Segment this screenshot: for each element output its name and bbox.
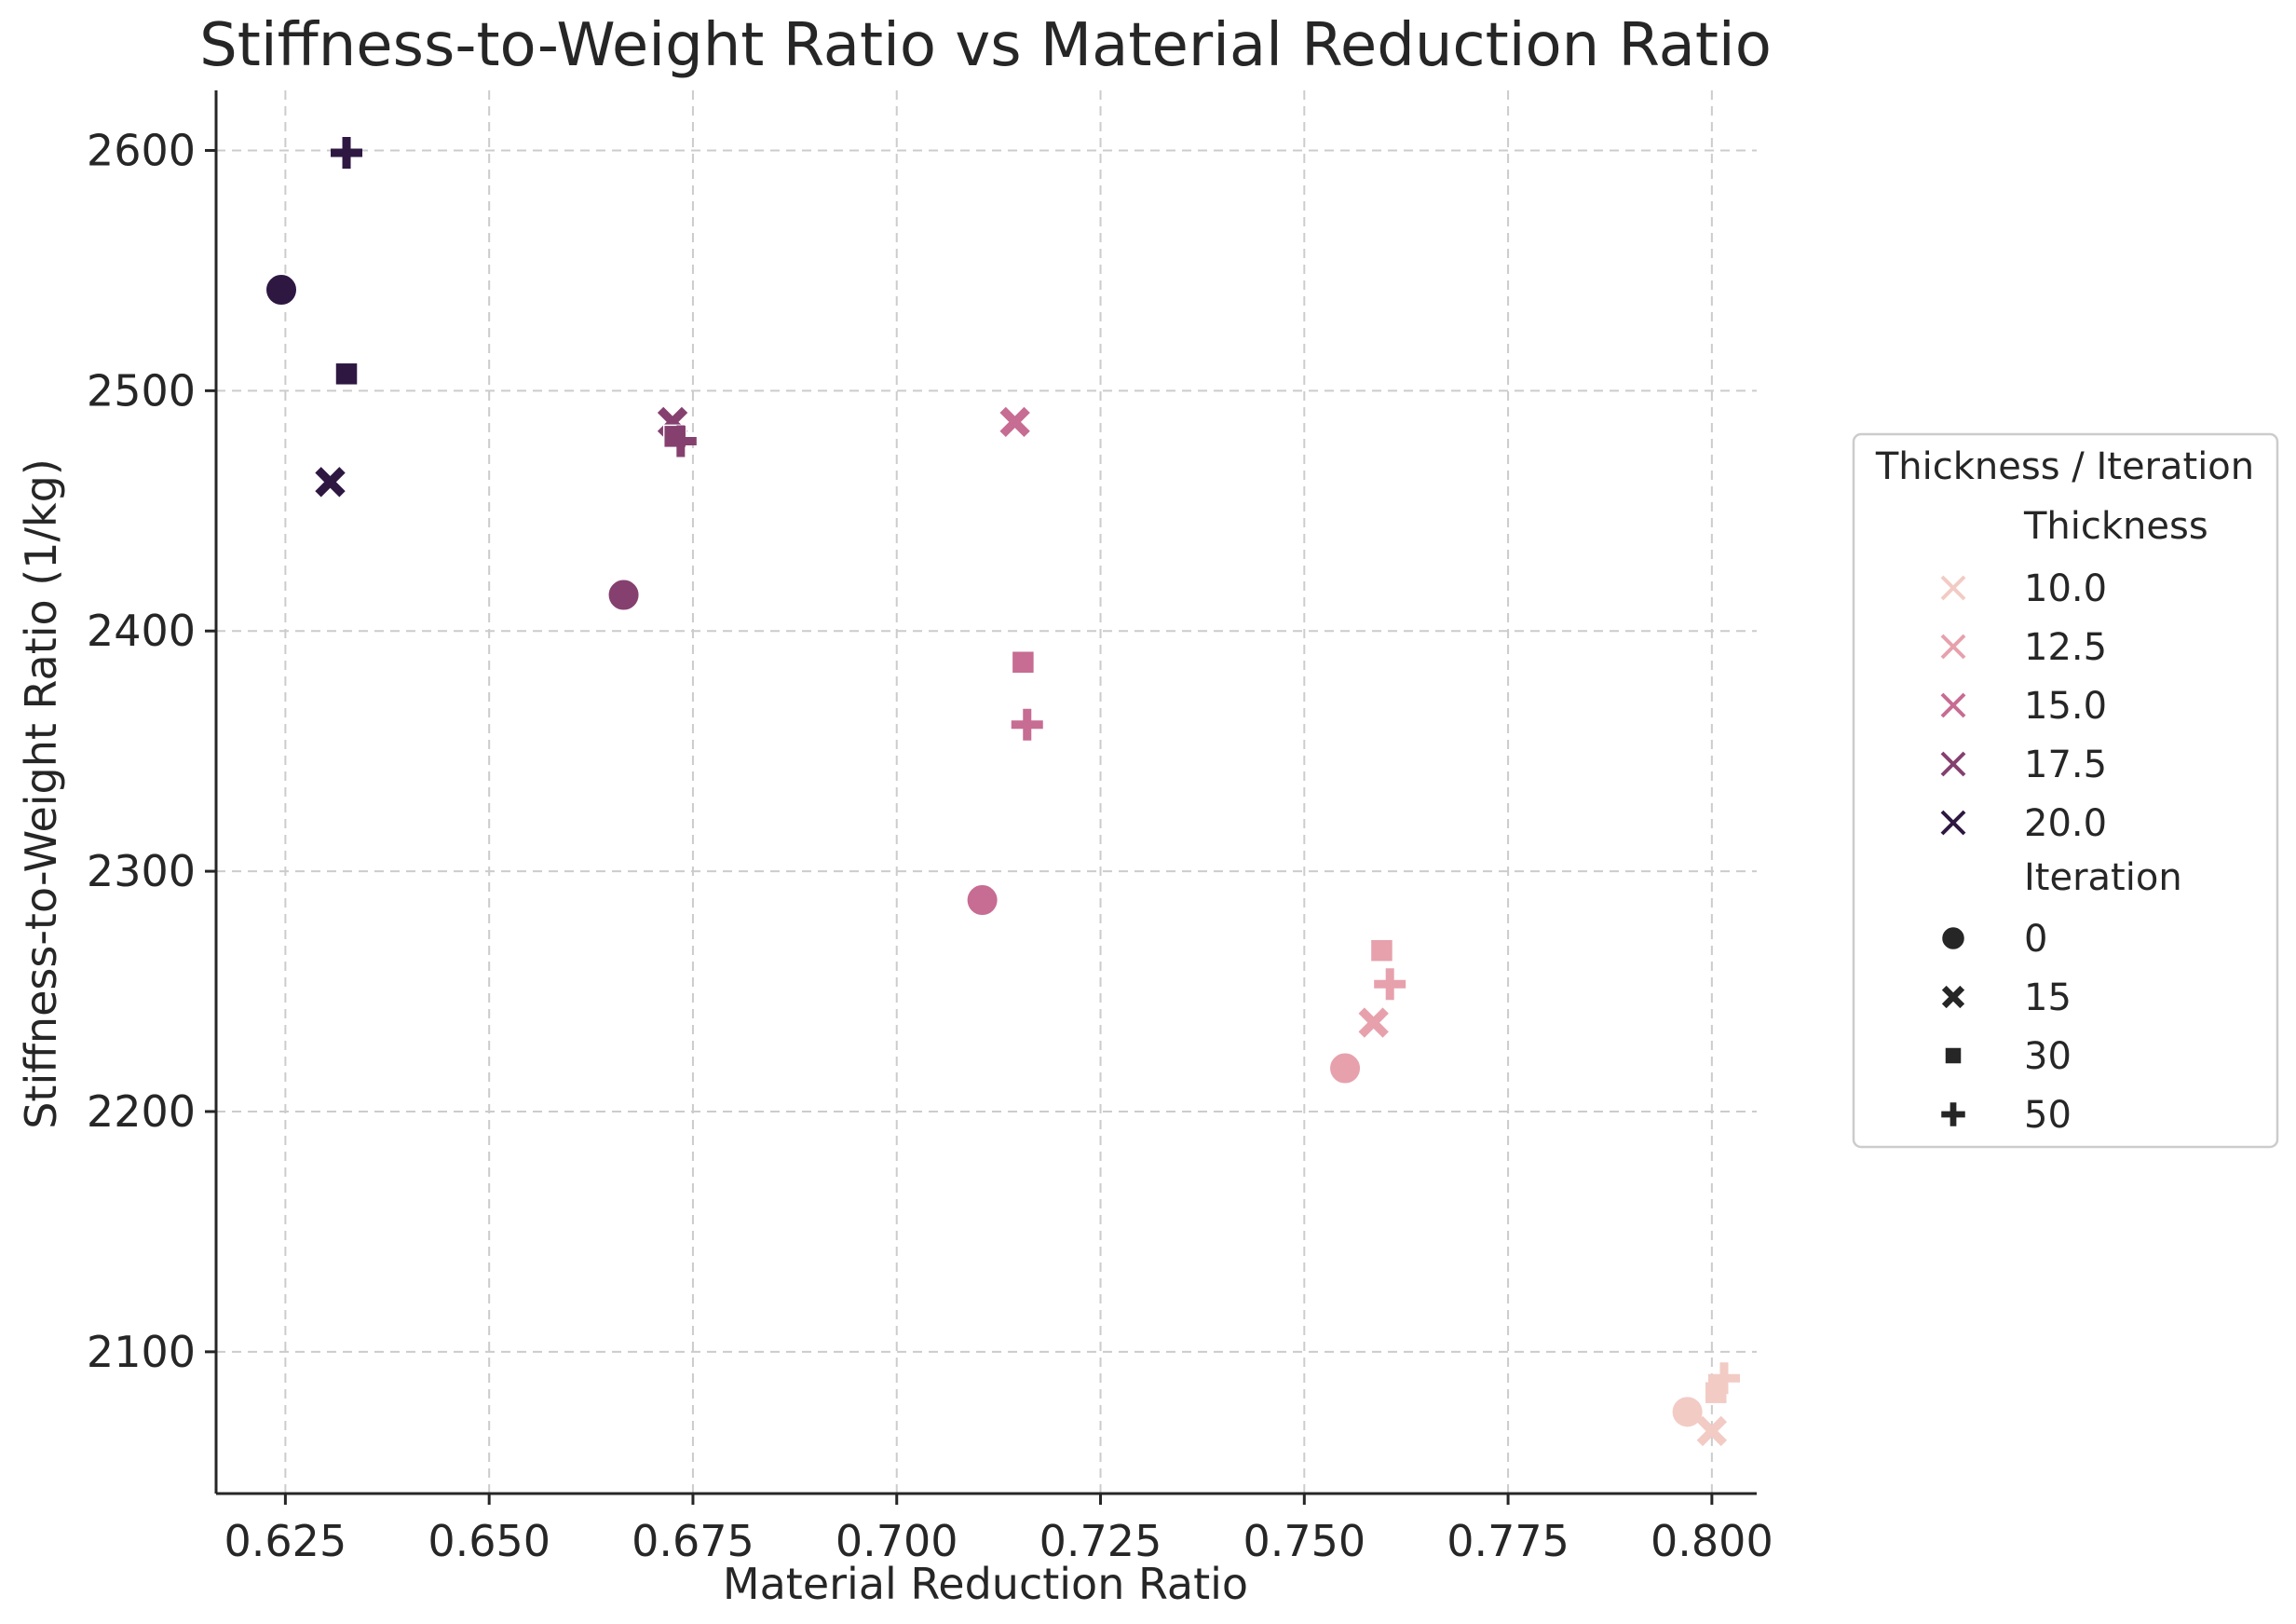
x-axis-label: Material Reduction Ratio xyxy=(723,1559,1248,1609)
x-tick-label: 0.625 xyxy=(224,1516,347,1566)
axes-spines xyxy=(214,90,1757,1495)
legend-iteration-label: 50 xyxy=(2024,1094,2072,1137)
legend-thickness-marker xyxy=(1940,810,1966,836)
chart-title: Stiffness-to-Weight Ratio vs Material Re… xyxy=(199,11,1772,80)
y-tick-label: 2600 xyxy=(87,125,196,175)
data-point-plus xyxy=(331,137,363,170)
x-tick-label: 0.775 xyxy=(1447,1516,1569,1566)
legend-thickness-label: 17.5 xyxy=(2024,744,2107,786)
x-tick-label: 0.650 xyxy=(428,1516,550,1566)
y-axis-label: Stiffness-to-Weight Ratio (1/kg) xyxy=(16,458,66,1129)
data-point-circle xyxy=(1328,1051,1363,1085)
data-point-circle xyxy=(606,578,641,612)
legend: Thickness / Iteration Thickness 10.0 12.5… xyxy=(1852,432,2279,1149)
legend-thickness-marker xyxy=(1940,692,1966,718)
data-point-square xyxy=(1011,649,1036,675)
data-point-plus xyxy=(1707,1362,1740,1395)
legend-iteration-marker xyxy=(1940,925,1966,951)
legend-thickness-label: 12.5 xyxy=(2024,626,2107,669)
y-tick-label: 2100 xyxy=(87,1327,196,1377)
data-point-x xyxy=(999,406,1030,438)
data-point-plus xyxy=(1011,708,1043,741)
legend-iteration-marker xyxy=(1944,1046,1963,1065)
legend-hue-title: Thickness xyxy=(2023,505,2208,548)
legend-iteration-entries: 0 15 30 50 xyxy=(1940,918,2072,1137)
legend-thickness-label: 10.0 xyxy=(2024,567,2107,610)
legend-iteration-label: 30 xyxy=(2024,1035,2072,1078)
data-point-circle xyxy=(265,273,299,307)
y-tick-label: 2500 xyxy=(87,365,196,416)
legend-iteration-label: 0 xyxy=(2024,918,2047,961)
legend-frame xyxy=(1852,432,2279,1149)
y-tick-label: 2300 xyxy=(87,846,196,896)
x-tick-label: 0.750 xyxy=(1243,1516,1365,1566)
legend-thickness-label: 20.0 xyxy=(2024,802,2107,845)
data-points xyxy=(265,137,1740,1447)
legend-thickness-marker xyxy=(1940,751,1966,777)
data-point-x xyxy=(1696,1415,1728,1447)
data-point-x xyxy=(315,467,346,498)
x-tick-label: 0.725 xyxy=(1039,1516,1162,1566)
data-point-square xyxy=(1369,938,1394,962)
legend-title: Thickness / Iteration xyxy=(1875,445,2254,488)
x-axis-ticks: 0.625 0.650 0.675 0.700 0.725 0.750 0.775 0.800 xyxy=(224,1494,1773,1566)
legend-thickness-marker xyxy=(1940,634,1966,660)
x-tick-label: 0.700 xyxy=(836,1516,958,1566)
legend-iteration-label: 15 xyxy=(2024,976,2072,1019)
data-point-plus xyxy=(1374,968,1406,1001)
data-point-x xyxy=(1358,1007,1389,1038)
legend-thickness-marker xyxy=(1940,575,1966,601)
x-tick-label: 0.675 xyxy=(632,1516,754,1566)
y-tick-label: 2400 xyxy=(87,606,196,656)
y-tick-label: 2200 xyxy=(87,1086,196,1137)
legend-style-title: Iteration xyxy=(2024,856,2182,899)
x-tick-label: 0.800 xyxy=(1651,1516,1773,1566)
data-point-square xyxy=(334,362,359,387)
legend-iteration-marker xyxy=(1941,985,1965,1009)
data-point-plus xyxy=(664,425,697,457)
legend-thickness-label: 15.0 xyxy=(2024,685,2107,728)
grid-lines xyxy=(216,90,1757,1494)
legend-iteration-marker xyxy=(1941,1102,1965,1126)
y-axis-ticks: 2100 2200 2300 2400 2500 2600 xyxy=(87,125,216,1377)
legend-thickness-entries: 10.0 12.5 15.0 17.5 20.0 xyxy=(1940,567,2107,845)
data-point-circle xyxy=(1670,1395,1705,1429)
data-point-circle xyxy=(965,883,999,918)
